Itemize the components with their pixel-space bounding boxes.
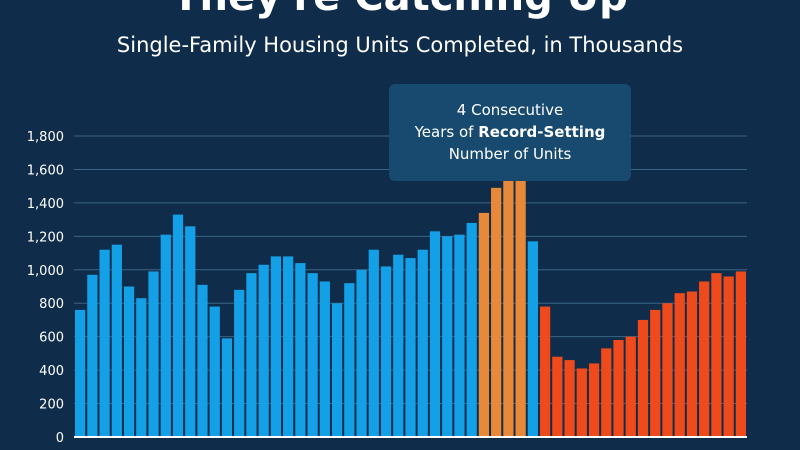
callout-line-3: Number of Units — [448, 145, 572, 163]
y-tick-label: 0 — [56, 431, 64, 446]
bars — [75, 167, 746, 437]
bar — [625, 336, 636, 437]
bar — [735, 271, 746, 437]
bar — [356, 269, 367, 437]
bar — [466, 222, 477, 437]
bar — [246, 273, 257, 437]
bar — [405, 258, 416, 437]
bar — [723, 276, 734, 437]
bar — [185, 226, 196, 437]
bar — [576, 368, 587, 437]
bar — [234, 289, 245, 437]
bar — [674, 293, 685, 437]
bar — [442, 236, 453, 437]
y-axis-tick-labels: 0 200 400 600 800 1,000 1,200 1,400 1,600 1,800 — [27, 130, 64, 446]
bar — [454, 234, 465, 437]
y-tick-label: 1,400 — [27, 197, 64, 212]
bar — [270, 256, 282, 437]
bar — [197, 284, 208, 437]
bar — [393, 254, 404, 437]
bar — [588, 363, 600, 437]
y-tick-label: 1,600 — [27, 163, 64, 178]
bar — [295, 263, 306, 437]
callout-line-1: 4 Consecutive — [456, 101, 564, 119]
bar — [209, 306, 220, 437]
chart-title: They're Catching Up — [0, 0, 800, 20]
bar — [380, 266, 392, 437]
bar — [283, 256, 294, 437]
bar — [539, 306, 551, 437]
bar — [172, 214, 184, 437]
bar — [478, 212, 490, 437]
bar — [527, 241, 538, 437]
bar — [417, 249, 428, 437]
bar — [111, 244, 122, 437]
bar — [99, 249, 110, 437]
bar — [491, 187, 502, 437]
callout-line-2-text: Years of — [414, 123, 479, 141]
bar — [515, 167, 526, 437]
bar — [136, 298, 147, 437]
bar — [601, 348, 612, 437]
y-tick-label: 200 — [39, 398, 64, 413]
bar — [662, 303, 673, 437]
y-tick-label: 600 — [39, 331, 64, 346]
bar — [503, 171, 514, 437]
bar — [221, 338, 233, 437]
bar — [87, 274, 98, 437]
bar — [160, 234, 171, 437]
bar — [307, 273, 318, 437]
bar — [368, 249, 379, 437]
y-tick-label: 400 — [39, 364, 64, 379]
chart-subtitle: Single-Family Housing Units Completed, i… — [116, 33, 684, 57]
bar — [429, 231, 441, 437]
bar — [711, 273, 722, 437]
bar — [552, 356, 563, 437]
y-tick-label: 1,200 — [27, 230, 64, 245]
bar — [650, 309, 661, 437]
record-setting-callout: 4 Consecutive Years of Record-Setting Nu… — [389, 84, 631, 181]
y-tick-label: 800 — [39, 297, 64, 312]
y-tick-label: 1,000 — [27, 264, 64, 279]
bar — [258, 264, 269, 437]
bar — [637, 319, 649, 437]
bar — [75, 309, 86, 437]
bar — [123, 286, 135, 437]
bar — [613, 340, 624, 437]
bar — [686, 291, 698, 437]
bar — [344, 283, 355, 437]
y-tick-label: 1,800 — [27, 130, 64, 145]
callout-emphasis: Record-Setting — [478, 123, 606, 141]
callout-line-2: Years of Record-Setting — [389, 121, 631, 143]
bar — [564, 360, 575, 437]
bar — [331, 303, 343, 437]
bar — [319, 281, 330, 437]
bar — [148, 271, 159, 437]
bar — [699, 281, 710, 437]
